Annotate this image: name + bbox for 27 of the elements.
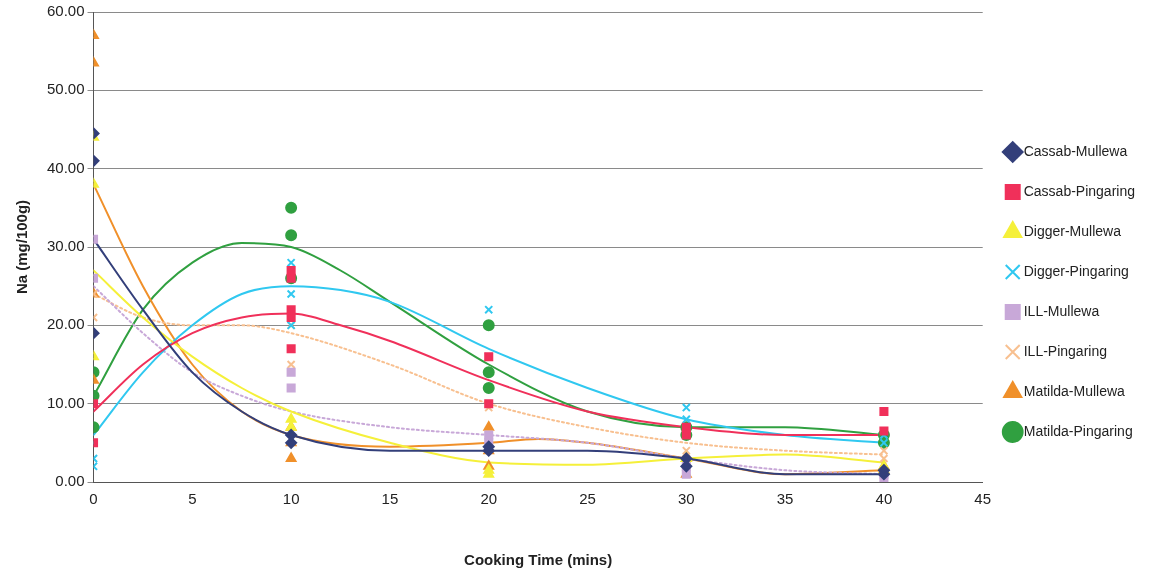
y-tick-label: 0.00 <box>55 472 85 490</box>
x-axis-title: Cooking Time (mins) <box>464 551 613 569</box>
y-tick-label: 20.00 <box>46 315 85 333</box>
legend-label: Matilda-Mullewa <box>1023 382 1126 399</box>
x-tick-label: 45 <box>974 490 992 508</box>
x-tick-label: 35 <box>776 490 794 508</box>
x-tick-label: 40 <box>875 490 893 508</box>
x-tick-label: 0 <box>89 490 98 508</box>
legend-label: Cassab-Mullewa <box>1023 142 1128 159</box>
y-axis-title: Na (mg/100g) <box>13 199 31 295</box>
x-tick-label: 15 <box>381 490 399 508</box>
y-tick-label: 40.00 <box>46 158 85 176</box>
y-tick-label: 60.00 <box>46 2 85 20</box>
legend-label: ILL-Pingaring <box>1023 342 1107 359</box>
x-tick-label: 25 <box>579 490 596 508</box>
legend-label: Digger-Mullewa <box>1023 222 1122 239</box>
x-tick-label: 20 <box>480 490 498 508</box>
x-tick-label: 30 <box>677 490 695 508</box>
legend-label: Cassab-Pingaring <box>1023 182 1136 199</box>
y-tick-label: 10.00 <box>46 393 85 411</box>
legend-label: ILL-Mullewa <box>1023 302 1100 319</box>
y-tick-label: 30.00 <box>46 237 85 255</box>
legend-label: Digger-Pingaring <box>1023 262 1129 279</box>
x-tick-label: 5 <box>188 490 197 508</box>
legend-label: Matilda-Pingaring <box>1023 422 1133 439</box>
x-tick-label: 10 <box>282 490 300 508</box>
y-tick-label: 50.00 <box>46 80 85 98</box>
